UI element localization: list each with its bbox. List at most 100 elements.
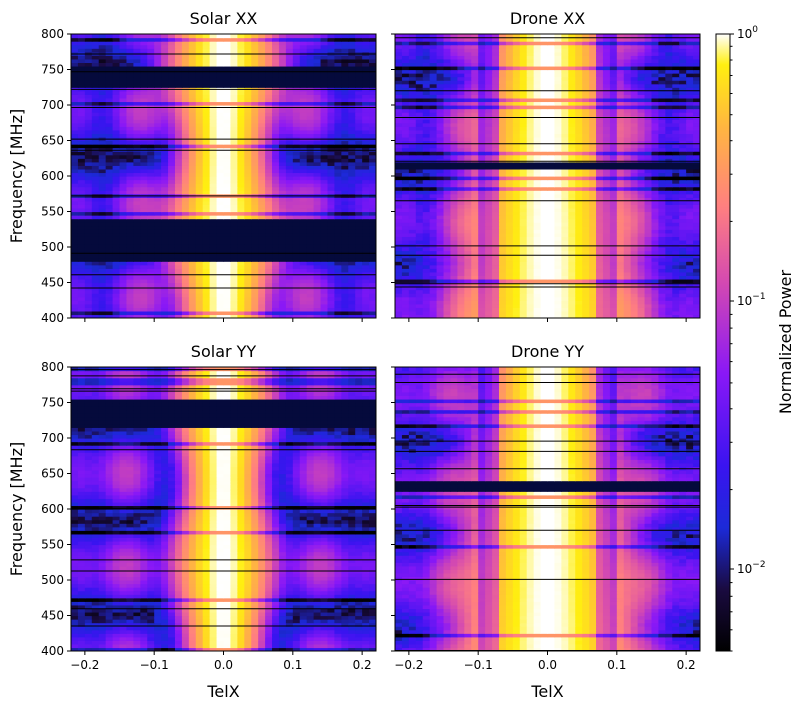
heatmap-cell	[251, 197, 259, 202]
heatmap-cell	[429, 257, 438, 262]
heatmap-cell	[237, 80, 245, 85]
heatmap-cell	[265, 179, 273, 184]
heatmap-cell	[147, 179, 155, 184]
heatmap-cell	[644, 264, 653, 269]
heatmap-cell	[112, 275, 121, 280]
heatmap-cell	[278, 108, 287, 113]
heatmap-cell	[292, 282, 301, 287]
heatmap-cell	[568, 300, 576, 305]
heatmap-cell	[237, 310, 245, 316]
heatmap-cell	[223, 73, 232, 78]
heatmap-cell	[485, 254, 493, 259]
heatmap-cell	[195, 65, 204, 71]
heatmap-cell	[174, 271, 183, 276]
heatmap-cell	[154, 140, 162, 145]
heatmap-cell	[181, 112, 190, 117]
heatmap-cell	[244, 176, 252, 181]
heatmap-cell	[112, 239, 121, 245]
heatmap-cell	[292, 218, 301, 223]
heatmap-cell	[519, 250, 528, 255]
heatmap-cell	[174, 55, 183, 60]
heatmap-cell	[112, 200, 121, 205]
heatmap-cell	[478, 218, 486, 223]
heatmap-cell	[355, 62, 363, 67]
heatmap-cell	[693, 275, 700, 280]
heatmap-cell	[526, 200, 535, 205]
heatmap-cell	[209, 94, 218, 99]
heatmap-cell	[140, 161, 148, 166]
heatmap-cell	[348, 232, 356, 237]
heatmap-cell	[195, 144, 204, 149]
heatmap-cell	[623, 289, 632, 294]
heatmap-cell	[140, 83, 148, 88]
heatmap-cell	[195, 90, 204, 95]
heatmap-cell	[258, 83, 266, 88]
heatmap-cell	[623, 254, 632, 259]
heatmap-cell	[408, 254, 417, 259]
heatmap-cell	[533, 286, 542, 291]
heatmap-cell	[84, 236, 93, 241]
heatmap-cell	[519, 286, 528, 291]
heatmap-cell	[105, 243, 114, 248]
heatmap-cell	[133, 101, 141, 106]
heatmap-cell	[119, 119, 128, 124]
heatmap-cell	[526, 229, 535, 234]
heatmap-cell	[505, 293, 514, 298]
heatmap-cell	[355, 293, 363, 298]
heatmap-cell	[686, 232, 694, 237]
heatmap-cell	[265, 183, 273, 188]
heatmap-cell	[105, 257, 114, 262]
heatmap-cell	[422, 314, 431, 318]
heatmap-cell	[223, 236, 232, 241]
heatmap-cell	[637, 254, 646, 259]
heatmap-cell	[651, 229, 660, 234]
heatmap-cell	[71, 144, 79, 149]
heatmap-cell	[195, 183, 204, 188]
heatmap-cell	[181, 186, 190, 191]
heatmap-cell	[77, 239, 86, 245]
heatmap-cell	[258, 168, 266, 174]
heatmap-cell	[216, 165, 225, 170]
heatmap-cell	[512, 293, 521, 298]
heatmap-cell	[174, 250, 183, 255]
heatmap-cell	[188, 154, 197, 159]
heatmap-cell	[292, 204, 301, 209]
heatmap-cell	[237, 126, 245, 131]
heatmap-cell	[98, 101, 107, 106]
heatmap-cell	[174, 314, 183, 318]
heatmap-cell	[84, 278, 93, 284]
heatmap-cell	[292, 97, 301, 103]
heatmap-cell	[161, 34, 169, 39]
heatmap-cell	[84, 101, 93, 106]
heatmap-cell	[313, 161, 322, 166]
heatmap-cell	[355, 282, 363, 287]
heatmap-cell	[105, 151, 114, 156]
heatmap-cell	[355, 186, 363, 191]
heatmap-cell	[589, 271, 597, 276]
heatmap-cell	[278, 300, 287, 305]
heatmap-cell	[168, 250, 176, 255]
heatmap-cell	[112, 296, 121, 301]
heatmap-cell	[561, 215, 569, 220]
heatmap-cell	[168, 41, 176, 46]
heatmap-cell	[71, 179, 79, 184]
heatmap-cell	[251, 186, 259, 191]
heatmap-cell	[251, 222, 259, 227]
heatmap-cell	[168, 76, 176, 81]
heatmap-cell	[362, 34, 370, 39]
heatmap-cell	[547, 222, 556, 227]
heatmap-cell	[216, 62, 225, 67]
heatmap-cell	[320, 250, 329, 255]
heatmap-cell	[244, 44, 252, 49]
heatmap-cell	[223, 250, 232, 255]
heatmap-cell	[91, 282, 100, 287]
heatmap-cell	[168, 239, 176, 245]
heatmap-cell	[369, 112, 376, 117]
heatmap-cell	[408, 275, 417, 280]
heatmap-cell	[230, 218, 238, 223]
heatmap-cell	[209, 41, 218, 46]
heatmap-cell	[306, 144, 315, 149]
heatmap-cell	[334, 83, 342, 88]
heatmap-cell	[575, 200, 583, 205]
heatmap-cell	[313, 90, 322, 95]
